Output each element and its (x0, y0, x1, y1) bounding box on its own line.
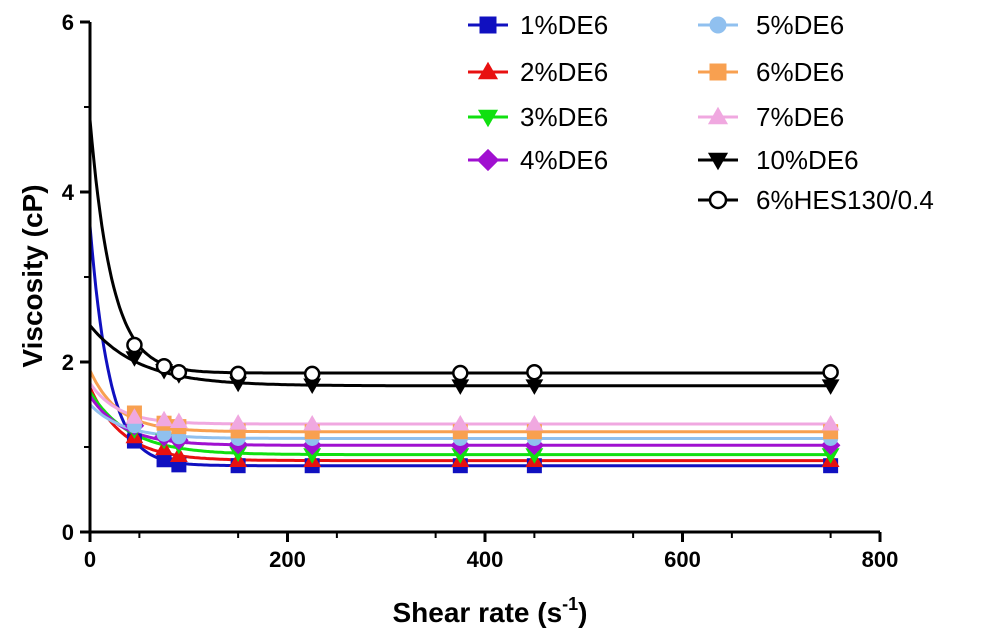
y-tick-label: 0 (62, 520, 74, 545)
x-axis-title: Shear rate (s-1) (393, 594, 588, 628)
x-tick-label: 200 (269, 547, 306, 572)
legend-marker (476, 148, 500, 172)
legend-item: 6%DE6 (698, 57, 844, 87)
x-tick-label: 800 (862, 547, 899, 572)
data-point (155, 358, 173, 375)
data-markers (124, 336, 841, 474)
legend-marker (479, 16, 497, 34)
legend-label: 4%DE6 (520, 145, 608, 175)
legend-marker (709, 63, 727, 81)
y-axis-title: Viscosity (cP) (17, 184, 48, 367)
data-point (169, 412, 188, 428)
plot-area (88, 119, 841, 474)
y-tick-label: 2 (62, 350, 74, 375)
y-tick-label: 4 (62, 180, 75, 205)
data-point (821, 414, 840, 431)
legend-label: 6%HES130/0.4 (756, 185, 934, 215)
data-point (125, 408, 144, 424)
legend-marker (707, 106, 729, 125)
data-point (526, 363, 543, 381)
data-point (822, 363, 839, 381)
data-point (525, 414, 544, 431)
data-point (452, 364, 469, 382)
legend-item: 10%DE6 (698, 145, 859, 175)
legend-item: 3%DE6 (468, 102, 608, 132)
legend-marker (477, 61, 499, 80)
legend-item: 7%DE6 (698, 102, 844, 132)
legend-label: 3%DE6 (520, 102, 608, 132)
data-point (303, 365, 321, 383)
data-point (170, 363, 188, 381)
x-tick-label: 0 (84, 547, 96, 572)
ticks: 0 200 400 600 800 0 2 4 6 (62, 10, 899, 572)
data-point (155, 410, 173, 427)
legend-item: 4%DE6 (468, 145, 608, 175)
data-point (169, 446, 188, 462)
legend-label: 5%DE6 (756, 10, 844, 40)
legend-label: 10%DE6 (756, 145, 859, 175)
y-tick-label: 6 (62, 10, 74, 35)
legend-marker (707, 152, 729, 171)
data-point (229, 414, 248, 430)
legend-label: 1%DE6 (520, 10, 608, 40)
data-point (303, 414, 322, 431)
legend-marker (709, 16, 727, 34)
legend-label: 7%DE6 (756, 102, 844, 132)
legend-marker (477, 109, 499, 128)
fit-lines (88, 119, 831, 468)
x-tick-label: 600 (664, 547, 701, 572)
legend-item: 2%DE6 (468, 57, 608, 87)
data-point (451, 414, 470, 431)
legend-label: 2%DE6 (520, 57, 608, 87)
data-point (229, 365, 247, 383)
x-tick-label: 400 (467, 547, 504, 572)
legend-label: 6%DE6 (756, 57, 844, 87)
legend-item: 6%HES130/0.4 (698, 185, 934, 215)
legend-marker (708, 190, 728, 210)
data-point (126, 336, 143, 354)
legend: 1%DE6 2%DE6 3%DE6 4%DE6 5%DE6 6%DE6 7%DE6 10%DE… (468, 10, 934, 215)
legend-item: 1%DE6 (468, 10, 608, 40)
legend-item: 5%DE6 (698, 10, 844, 40)
